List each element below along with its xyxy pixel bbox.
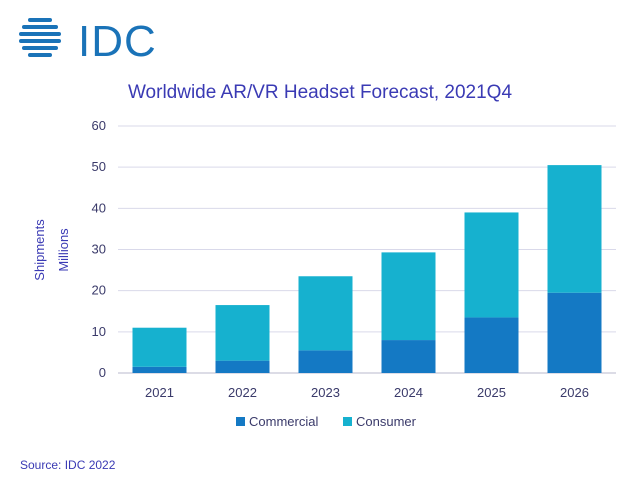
y-axis-ticks: 0 10 20 30 40 50 60 [92, 118, 106, 380]
bar-consumer-2022 [215, 305, 270, 361]
y-axis-label-line1: Shipments [32, 219, 47, 281]
gridlines [118, 125, 616, 374]
bar-consumer-2025 [464, 212, 519, 318]
bar-consumer-2026 [547, 165, 602, 293]
bar-commercial-2025 [464, 317, 519, 373]
y-tick-label: 50 [92, 159, 106, 174]
bars [132, 165, 602, 373]
x-axis-ticks: 2021 2022 2023 2024 2025 2026 [145, 385, 589, 400]
legend-label-consumer: Consumer [356, 414, 417, 429]
idc-logo: IDC [14, 12, 164, 64]
bar-commercial-2022 [215, 360, 270, 373]
bar-commercial-2024 [381, 340, 436, 373]
legend: Commercial Consumer [236, 414, 417, 429]
x-tick-label: 2021 [145, 385, 174, 400]
bar-consumer-2021 [132, 327, 187, 367]
y-tick-label: 20 [92, 283, 106, 298]
y-axis-label-line2: Millions [56, 228, 71, 272]
legend-swatch-consumer [343, 417, 352, 426]
x-tick-label: 2023 [311, 385, 340, 400]
x-tick-label: 2022 [228, 385, 257, 400]
x-tick-label: 2025 [477, 385, 506, 400]
y-tick-label: 60 [92, 118, 106, 133]
bar-commercial-2021 [132, 366, 187, 373]
globe-icon [19, 18, 61, 57]
source-note: Source: IDC 2022 [20, 458, 116, 472]
logo-wordmark: IDC [78, 17, 157, 66]
bar-consumer-2023 [298, 276, 353, 351]
y-tick-label: 10 [92, 324, 106, 339]
legend-swatch-commercial [236, 417, 245, 426]
bar-commercial-2023 [298, 350, 353, 373]
x-tick-label: 2026 [560, 385, 589, 400]
y-tick-label: 30 [92, 242, 106, 257]
y-tick-label: 0 [99, 365, 106, 380]
chart-title: Worldwide AR/VR Headset Forecast, 2021Q4 [128, 82, 512, 103]
bar-commercial-2026 [547, 292, 602, 373]
y-tick-label: 40 [92, 200, 106, 215]
legend-label-commercial: Commercial [249, 414, 318, 429]
x-tick-label: 2024 [394, 385, 423, 400]
bar-consumer-2024 [381, 252, 436, 341]
